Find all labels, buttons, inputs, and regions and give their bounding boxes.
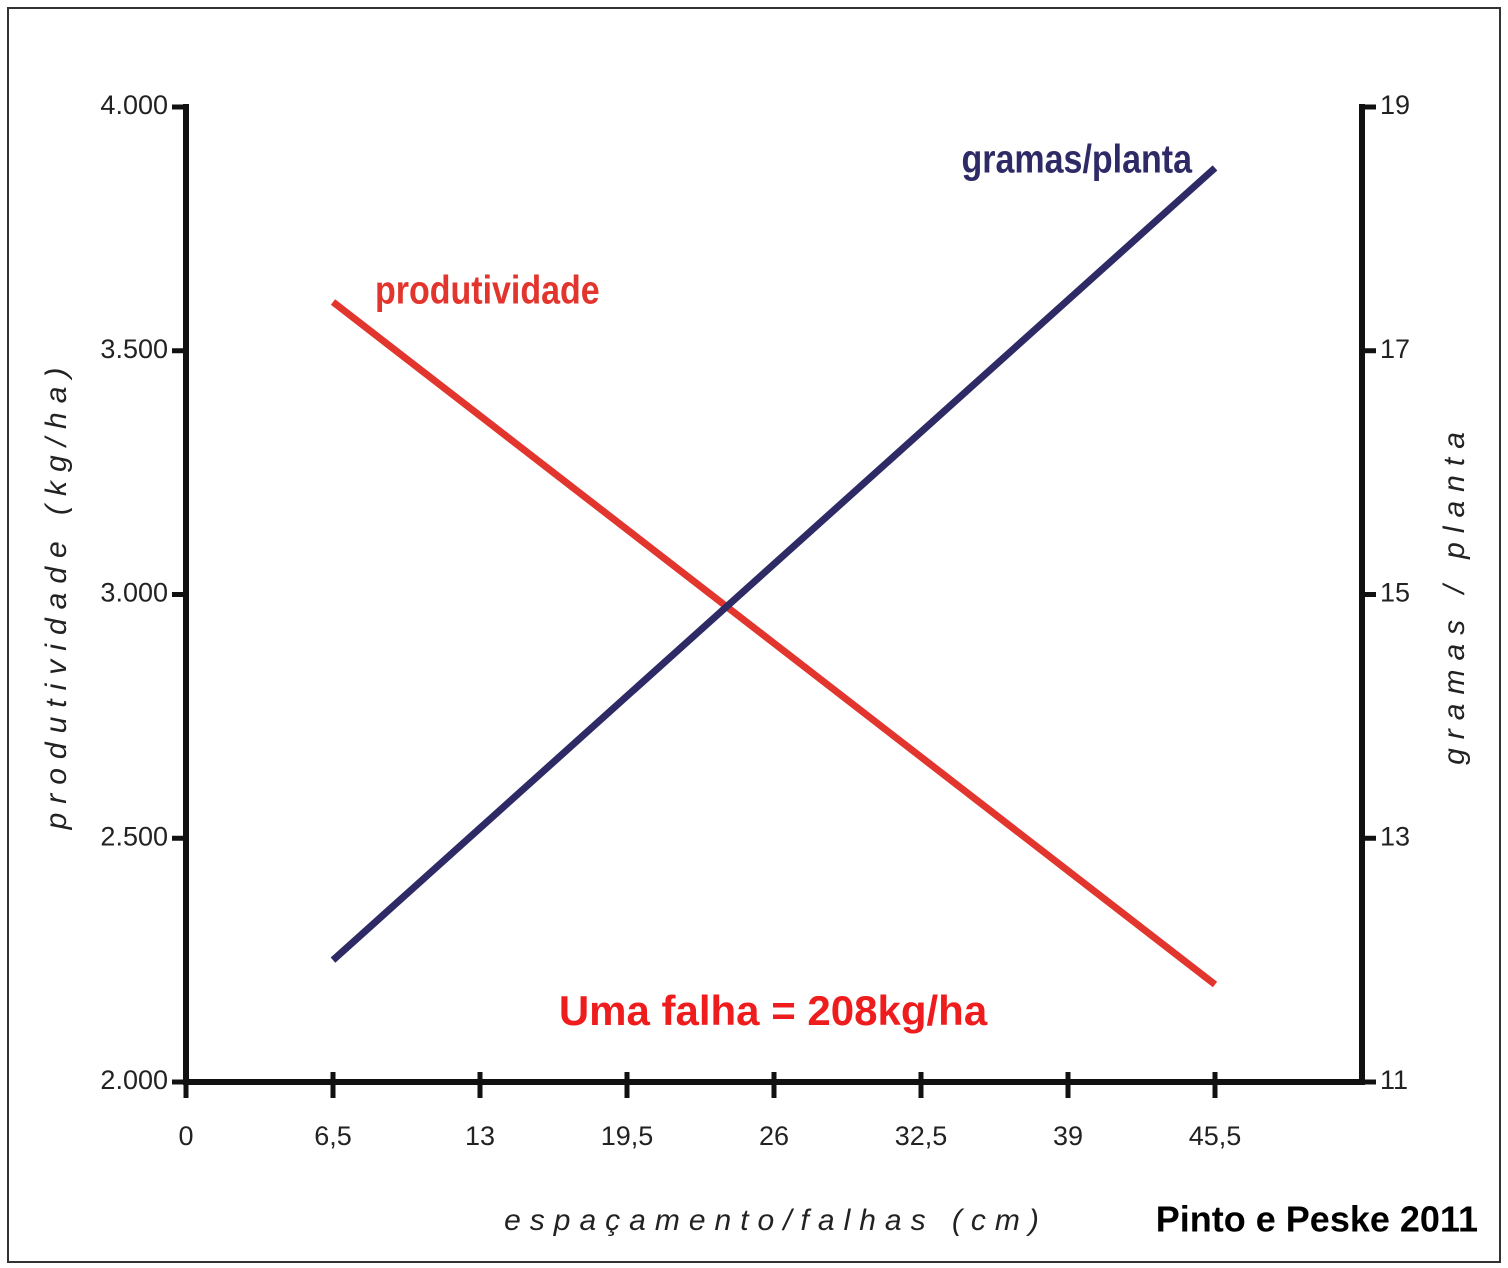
y2-tick-label: 11 — [1380, 1065, 1408, 1095]
y2-tick-label: 15 — [1380, 578, 1410, 608]
x-tick-label: 32,5 — [895, 1121, 948, 1151]
y-tick-label: 3.500 — [100, 334, 168, 364]
series-label: gramas/planta — [962, 136, 1193, 181]
y-tick-label: 4.000 — [100, 90, 168, 120]
x-tick-label: 13 — [465, 1121, 495, 1151]
y-axis-label: produtividade (kg/ha) — [40, 359, 73, 831]
x-tick-label: 6,5 — [314, 1121, 352, 1151]
y2-tick-label: 19 — [1380, 90, 1410, 120]
y-tick-label: 3.000 — [100, 578, 168, 608]
y2-axis-label: gramas / planta — [1438, 423, 1471, 765]
x-axis-label: espaçamento/falhas (cm) — [504, 1204, 1048, 1237]
x-tick-label: 39 — [1053, 1121, 1083, 1151]
x-tick-label: 45,5 — [1189, 1121, 1242, 1151]
y-tick-label: 2.000 — [100, 1065, 168, 1095]
x-tick-label: 26 — [759, 1121, 789, 1151]
y2-tick-label: 13 — [1380, 821, 1410, 851]
series-line — [330, 299, 1218, 988]
series-line — [330, 165, 1218, 963]
y2-tick-label: 17 — [1380, 334, 1410, 364]
x-tick-label: 19,5 — [601, 1121, 654, 1151]
x-tick-label: 0 — [178, 1121, 193, 1151]
annotation: Uma falha = 208kg/ha — [559, 987, 988, 1034]
frame — [7, 7, 1501, 1263]
y-tick-label: 2.500 — [100, 821, 168, 851]
series-label: produtividade — [375, 267, 600, 312]
source: Pinto e Peske 2011 — [1156, 1199, 1478, 1240]
